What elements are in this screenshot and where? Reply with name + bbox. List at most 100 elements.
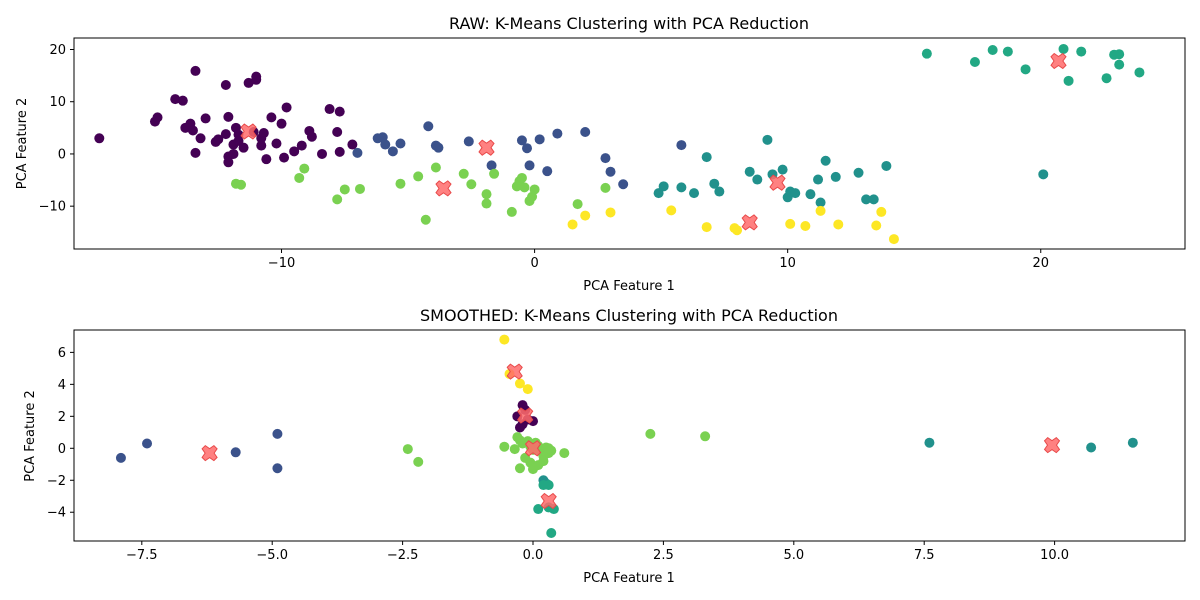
smoothed-y-ticks: −4 −2 0 2 4 6 [47, 346, 74, 521]
raw-cluster-5-point [701, 222, 712, 233]
raw-centroid-marker [478, 139, 495, 156]
raw-cluster-0-point [266, 112, 277, 123]
smoothed-centroid-marker [1043, 436, 1061, 454]
raw-x-tick-label: 10 [779, 256, 796, 271]
raw-y-tick-label: 0 [58, 147, 66, 162]
raw-cluster-0-point [334, 106, 345, 117]
raw-cluster-2-point [752, 174, 763, 185]
raw-cluster-1-point [352, 147, 363, 158]
smoothed-cluster-4-point [514, 463, 525, 474]
smoothed-chart-title: SMOOTHED: K-Means Clustering with PCA Re… [420, 306, 838, 325]
smoothed-cluster-1-point [230, 447, 241, 458]
raw-cluster-5-point [876, 206, 887, 217]
raw-cluster-0-point [296, 140, 307, 151]
raw-cluster-5-point [815, 205, 826, 216]
raw-cluster-2-point [813, 174, 824, 185]
raw-cluster-4-point [294, 172, 305, 183]
raw-data-points [94, 43, 1145, 245]
raw-cluster-0-point [187, 125, 198, 136]
raw-cluster-1-point [387, 146, 398, 157]
raw-cluster-0-point [276, 118, 287, 129]
raw-cluster-4-point [572, 199, 583, 210]
raw-cluster-4-point [236, 179, 247, 190]
smoothed-y-axis-label: PCA Feature 2 [23, 390, 38, 481]
smoothed-y-tick-label: 0 [58, 442, 66, 457]
raw-x-tick-label: 0 [530, 256, 538, 271]
raw-cluster-0-point [177, 95, 188, 106]
raw-x-axis-label: PCA Feature 1 [583, 279, 674, 294]
raw-cluster-0-point [347, 139, 358, 150]
raw-cluster-5-point [580, 210, 591, 221]
raw-cluster-0-point [190, 147, 201, 158]
raw-cluster-2-point [881, 160, 892, 171]
raw-cluster-0-point [243, 77, 254, 88]
smoothed-cluster-4-point [538, 456, 549, 467]
raw-cluster-1-point [542, 166, 553, 177]
raw-cluster-1-point [395, 138, 406, 149]
raw-cluster-5-point [785, 218, 796, 229]
raw-cluster-3-point [1101, 73, 1112, 84]
raw-centroid-marker [1050, 52, 1067, 70]
raw-cluster-2-point [714, 186, 725, 197]
smoothed-cluster-4-point [402, 444, 413, 455]
raw-cluster-1-point [486, 160, 497, 171]
smoothed-centroids [201, 363, 1061, 510]
smoothed-cluster-3-point [538, 480, 549, 491]
smoothed-cluster-2-point [1127, 437, 1138, 448]
raw-cluster-0-point [306, 131, 317, 142]
smoothed-x-axis-label: PCA Feature 1 [583, 571, 674, 586]
raw-cluster-5-point [800, 221, 811, 232]
raw-cluster-1-point [380, 139, 391, 150]
raw-cluster-4-point [481, 189, 492, 200]
smoothed-cluster-1-point [142, 438, 153, 449]
raw-cluster-0-point [279, 152, 290, 163]
raw-cluster-4-point [430, 162, 441, 173]
raw-plot-frame [73, 37, 1186, 250]
raw-cluster-2-point [658, 181, 669, 192]
raw-cluster-2-point [830, 171, 841, 182]
smoothed-centroid-marker [524, 440, 542, 457]
raw-cluster-4-point [481, 198, 492, 209]
raw-cluster-3-point [987, 45, 998, 56]
raw-centroids [240, 52, 1067, 231]
raw-cluster-5-point [888, 234, 899, 245]
raw-x-tick-label: 20 [1032, 256, 1049, 271]
raw-y-axis-label: PCA Feature 2 [15, 98, 30, 189]
raw-centroid-marker [741, 214, 758, 231]
smoothed-cluster-4-point [543, 443, 554, 454]
raw-cluster-0-point [317, 148, 328, 159]
raw-cluster-0-point [220, 129, 231, 140]
raw-cluster-0-point [289, 146, 300, 157]
raw-cluster-4-point [339, 184, 350, 195]
smoothed-centroid-marker [540, 492, 557, 510]
raw-cluster-3-point [969, 57, 980, 68]
raw-chart-title: RAW: K-Means Clustering with PCA Reducti… [449, 14, 809, 33]
raw-cluster-0-point [251, 71, 262, 82]
raw-centroid-marker [769, 174, 786, 191]
raw-cluster-1-point [463, 136, 474, 147]
smoothed-y-tick-label: −2 [47, 474, 66, 489]
smoothed-centroid-marker [506, 363, 523, 380]
raw-cluster-3-point [1134, 67, 1145, 78]
smoothed-cluster-3-point [533, 504, 544, 515]
smoothed-y-tick-label: 6 [58, 346, 66, 361]
smoothed-cluster-4-point [509, 444, 520, 455]
raw-cluster-2-point [820, 155, 831, 166]
raw-cluster-2-point [815, 197, 826, 208]
raw-cluster-1-point [516, 135, 527, 146]
raw-cluster-2-point [744, 166, 755, 177]
raw-cluster-4-point [332, 194, 343, 205]
raw-cluster-5-point [871, 220, 882, 231]
raw-cluster-3-point [1020, 64, 1031, 75]
raw-x-ticks: −10 0 10 20 [268, 249, 1049, 271]
raw-cluster-1-point [522, 143, 533, 154]
smoothed-cluster-4-point [700, 431, 711, 442]
raw-cluster-3-point [1076, 46, 1087, 57]
raw-cluster-3-point [1114, 59, 1125, 70]
raw-cluster-1-point [605, 166, 616, 177]
raw-cluster-4-point [299, 163, 310, 174]
raw-cluster-2-point [861, 194, 872, 205]
raw-cluster-3-point [1058, 43, 1069, 54]
smoothed-cluster-1-point [272, 428, 283, 439]
